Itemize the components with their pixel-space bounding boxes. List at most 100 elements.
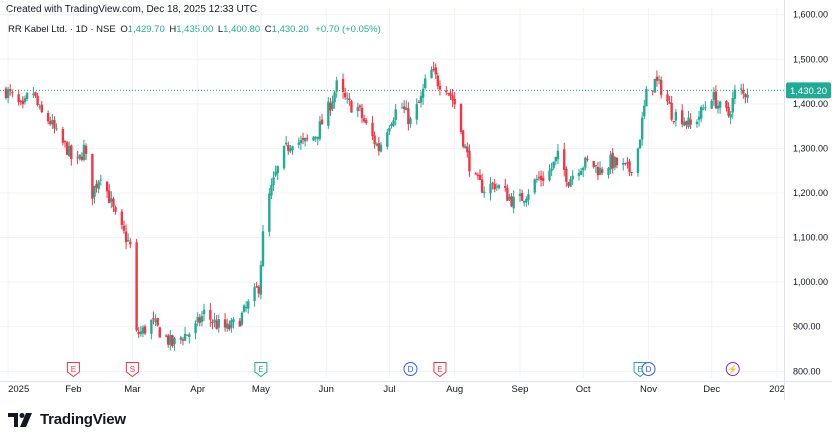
candle-body	[4, 88, 8, 99]
earnings-marker[interactable]	[433, 362, 447, 378]
candle-body	[299, 140, 303, 144]
candle-body	[628, 161, 631, 173]
x-tick-label: Dec	[703, 384, 720, 395]
candle-body	[152, 318, 155, 320]
candle-body	[274, 171, 277, 176]
candle-body	[126, 240, 130, 242]
candle-body	[154, 319, 157, 322]
candle-body	[209, 309, 212, 320]
candle-body	[584, 157, 587, 168]
candle-body	[447, 93, 450, 95]
candle-body	[645, 88, 648, 107]
earnings-marker[interactable]	[125, 362, 139, 378]
watermark-text: Created with TradingView.com, Dec 18, 20…	[6, 4, 258, 15]
candle-body	[124, 231, 128, 243]
dividend-marker[interactable]	[641, 362, 656, 376]
candle-body	[49, 121, 52, 125]
candle-body	[40, 104, 44, 113]
candle-body	[120, 211, 124, 226]
candle-body	[129, 241, 132, 245]
candle-body	[508, 196, 511, 200]
candle-body	[110, 198, 113, 202]
candle-body	[253, 287, 256, 302]
earnings-marker[interactable]	[254, 362, 268, 378]
candle-body	[548, 170, 551, 181]
candle-body	[211, 321, 214, 323]
candle-body	[185, 334, 189, 336]
candle-body	[666, 94, 669, 102]
candle-body	[19, 100, 22, 102]
candle-body	[702, 108, 705, 110]
candle-body	[653, 78, 657, 93]
event-marker-letter: E	[71, 365, 76, 374]
candle-body	[672, 120, 675, 122]
x-tick-label: Oct	[576, 384, 591, 395]
candle-body	[657, 79, 661, 81]
candle-body	[25, 93, 29, 99]
symbol-name[interactable]: RR Kabel Ltd. · 1D · NSE	[8, 24, 116, 35]
candle-body	[6, 89, 10, 98]
candle-body	[520, 192, 524, 201]
candle-body	[335, 80, 338, 92]
candle-body	[53, 119, 56, 129]
candle-body	[445, 90, 448, 93]
tradingview-logo-icon	[8, 412, 32, 427]
candle-body	[449, 92, 452, 96]
candle-body	[415, 104, 418, 120]
candle-body	[23, 98, 27, 103]
earnings-marker[interactable]	[66, 362, 80, 378]
candle-body	[630, 171, 633, 173]
candle-body	[238, 320, 242, 327]
candle-body	[284, 142, 288, 145]
candle-body	[523, 200, 526, 203]
candle-body	[306, 138, 309, 140]
candle-body	[225, 323, 229, 329]
candle-body	[32, 93, 35, 95]
candle-body	[533, 179, 536, 193]
candle-body	[613, 156, 616, 168]
candle-body	[379, 144, 383, 152]
candle-body	[358, 105, 362, 108]
candle-body	[607, 168, 610, 175]
event-marker-letter: D	[646, 365, 652, 374]
candle-body	[150, 319, 153, 334]
candle-body	[80, 156, 84, 160]
candle-body	[276, 166, 279, 174]
candle-body	[320, 119, 324, 125]
candle-body	[179, 337, 183, 340]
candle-body	[173, 338, 176, 345]
event-marker-letter: S	[130, 365, 135, 374]
candle-body	[99, 179, 102, 181]
candle-body	[97, 181, 100, 189]
candle-body	[609, 154, 612, 170]
candle-body	[718, 101, 722, 108]
candle-body	[670, 103, 673, 120]
y-tick-label: 1,300.00	[793, 143, 828, 153]
open-value: 1,429.70	[127, 24, 165, 35]
candle-body	[421, 88, 425, 98]
candle-body	[506, 187, 509, 201]
y-tick-label: 1,500.00	[793, 54, 828, 64]
candle-body	[466, 146, 469, 153]
candle-body	[541, 177, 545, 181]
split-marker[interactable]	[725, 362, 740, 376]
candle-body	[640, 117, 644, 140]
candle-body	[375, 143, 378, 146]
candle-body	[695, 121, 699, 125]
y-tick-label: 1,600.00	[793, 10, 828, 20]
dividend-marker[interactable]	[403, 362, 418, 376]
candle-body	[297, 142, 301, 145]
candle-body	[183, 333, 187, 341]
candle-body	[729, 114, 732, 118]
candle-body	[552, 161, 555, 168]
tradingview-logo[interactable]: TradingView	[8, 411, 126, 428]
candle-body	[158, 327, 161, 338]
last-price-tag	[786, 82, 831, 99]
y-tick-label: 900.00	[793, 322, 821, 332]
x-tick-label: 2025	[8, 384, 29, 395]
candle-body	[272, 177, 275, 186]
candle-body	[268, 193, 271, 232]
candle-body	[169, 334, 172, 345]
candle-body	[438, 85, 442, 90]
